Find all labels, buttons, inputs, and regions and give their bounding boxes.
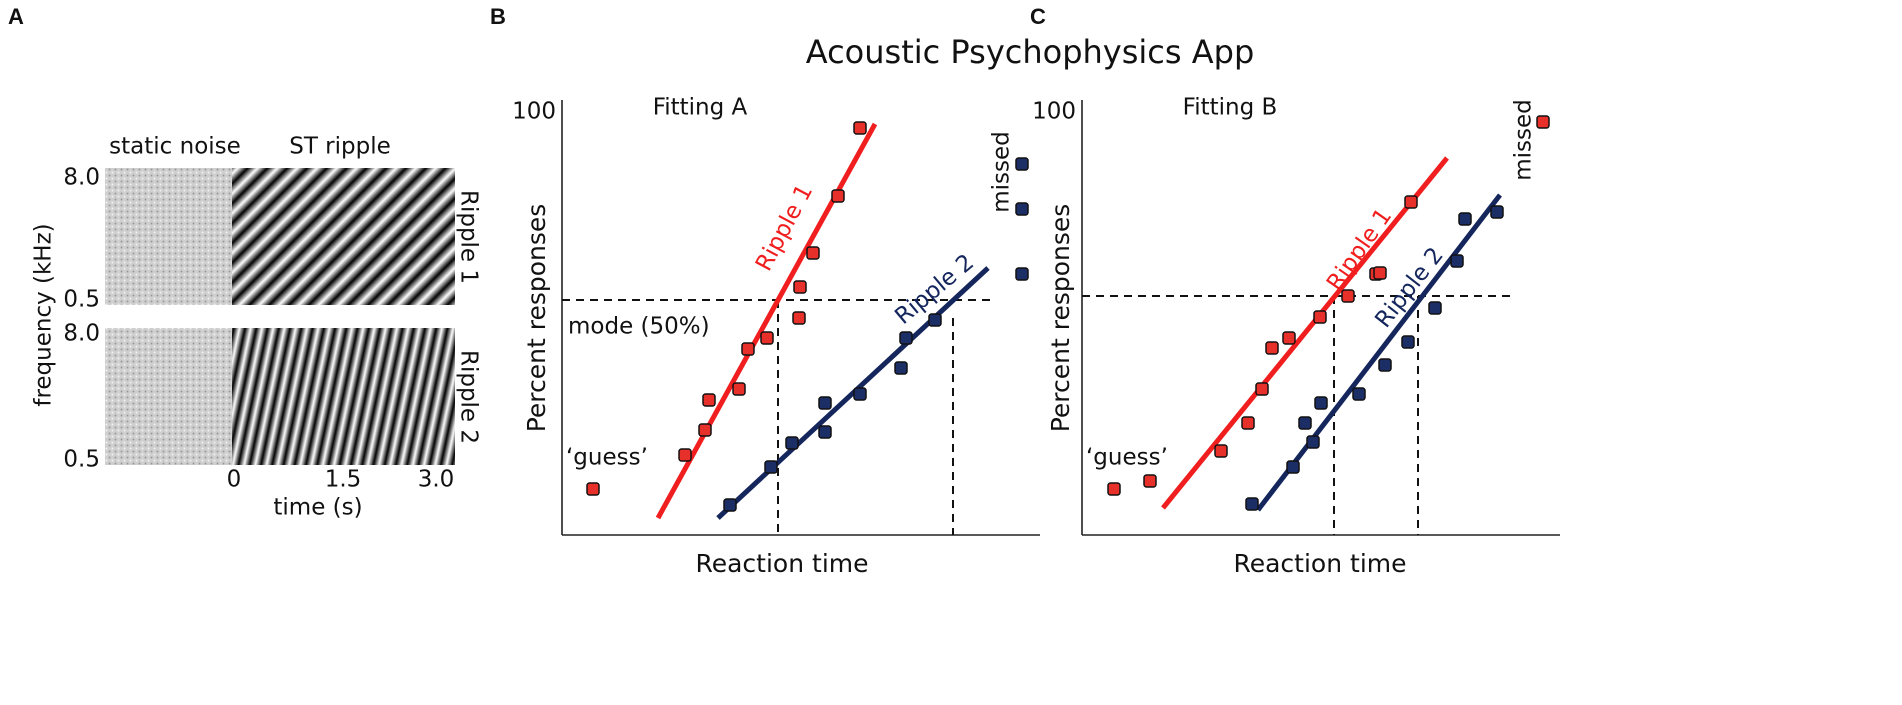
annotation: mode (50%) xyxy=(568,314,710,340)
panel-a: static noise ST ripple 8.0 0.5 8.0 0.5 f… xyxy=(31,134,482,521)
tick-label: 0.5 xyxy=(63,287,100,313)
marker xyxy=(698,423,712,437)
panel-c: 100 Fitting B Percent responses Reaction… xyxy=(1032,95,1560,578)
marker xyxy=(928,313,942,327)
marker xyxy=(764,460,778,474)
annotation: missed xyxy=(1511,99,1537,181)
marker xyxy=(1341,289,1355,303)
axis-label: Percent responses xyxy=(522,204,551,433)
axis-label: frequency (kHz) xyxy=(31,223,57,406)
fit-line xyxy=(716,266,990,520)
marker xyxy=(1245,497,1259,511)
tick-label: 1.5 xyxy=(325,467,362,493)
panel-b: 100 Fitting A Percent responses Reaction… xyxy=(512,95,1040,578)
marker xyxy=(586,482,600,496)
tick-label: 100 xyxy=(1032,99,1076,125)
marker xyxy=(1015,267,1029,281)
line-label: Ripple 2 xyxy=(1370,243,1448,333)
marker xyxy=(1490,205,1504,219)
marker xyxy=(1314,396,1328,410)
axis-label: Reaction time xyxy=(695,549,868,578)
marker xyxy=(678,448,692,462)
tick-label: 0.5 xyxy=(63,447,100,473)
annotation: ‘guess’ xyxy=(1086,445,1168,471)
ripple-spectrogram xyxy=(232,168,455,305)
label: ST ripple xyxy=(289,134,391,160)
marker xyxy=(1306,435,1320,449)
tick-label: 8.0 xyxy=(63,165,100,191)
marker xyxy=(1282,331,1296,345)
marker xyxy=(785,436,799,450)
marker xyxy=(741,342,755,356)
marker xyxy=(899,331,913,345)
marker xyxy=(792,311,806,325)
marker xyxy=(806,246,820,260)
tick-label: 8.0 xyxy=(63,321,100,347)
marker xyxy=(1015,157,1029,171)
label: static noise xyxy=(109,134,241,160)
label: Ripple 2 xyxy=(456,350,482,444)
marker xyxy=(1373,266,1387,280)
noise-spectrogram xyxy=(105,328,232,465)
panel-label: C xyxy=(1030,4,1046,29)
marker xyxy=(793,280,807,294)
annotation: missed xyxy=(989,131,1015,213)
marker xyxy=(818,396,832,410)
fit-line xyxy=(1161,156,1449,510)
marker xyxy=(1015,202,1029,216)
marker xyxy=(1241,416,1255,430)
marker xyxy=(1428,301,1442,315)
marker xyxy=(853,121,867,135)
marker xyxy=(1458,212,1472,226)
marker xyxy=(1265,341,1279,355)
marker xyxy=(723,498,737,512)
axis-label: Reaction time xyxy=(1233,549,1406,578)
annotation: ‘guess’ xyxy=(566,445,648,471)
axis-label: Percent responses xyxy=(1046,204,1075,433)
marker xyxy=(1404,195,1418,209)
figure-title: Acoustic Psychophysics App xyxy=(806,33,1255,71)
marker xyxy=(818,425,832,439)
marker xyxy=(760,331,774,345)
panel-title: Fitting B xyxy=(1183,95,1278,121)
axis-label: time (s) xyxy=(273,495,362,521)
panel-title: Fitting A xyxy=(653,95,748,121)
marker xyxy=(1401,335,1415,349)
fit-line xyxy=(1256,193,1502,512)
tick-label: 100 xyxy=(512,99,556,125)
marker xyxy=(702,393,716,407)
marker xyxy=(1298,416,1312,430)
label: Ripple 1 xyxy=(456,190,482,284)
tick-label: 0 xyxy=(227,467,242,493)
ripple-spectrogram xyxy=(232,328,455,465)
marker xyxy=(1255,382,1269,396)
line-label: Ripple 1 xyxy=(751,180,818,275)
line-label: Ripple 1 xyxy=(1322,204,1397,296)
tick-label: 3.0 xyxy=(418,467,455,493)
panel-label: B xyxy=(490,4,506,29)
marker xyxy=(732,382,746,396)
marker xyxy=(894,361,908,375)
marker xyxy=(1536,115,1550,129)
marker xyxy=(1352,387,1366,401)
marker xyxy=(1286,460,1300,474)
marker xyxy=(1214,444,1228,458)
marker xyxy=(1378,358,1392,372)
marker xyxy=(831,189,845,203)
noise-spectrogram xyxy=(105,168,232,305)
marker xyxy=(1107,482,1121,496)
marker xyxy=(1143,474,1157,488)
marker xyxy=(1450,254,1464,268)
reference-line xyxy=(1082,295,1510,535)
marker xyxy=(853,387,867,401)
marker xyxy=(1313,310,1327,324)
panel-label: A xyxy=(8,4,24,29)
